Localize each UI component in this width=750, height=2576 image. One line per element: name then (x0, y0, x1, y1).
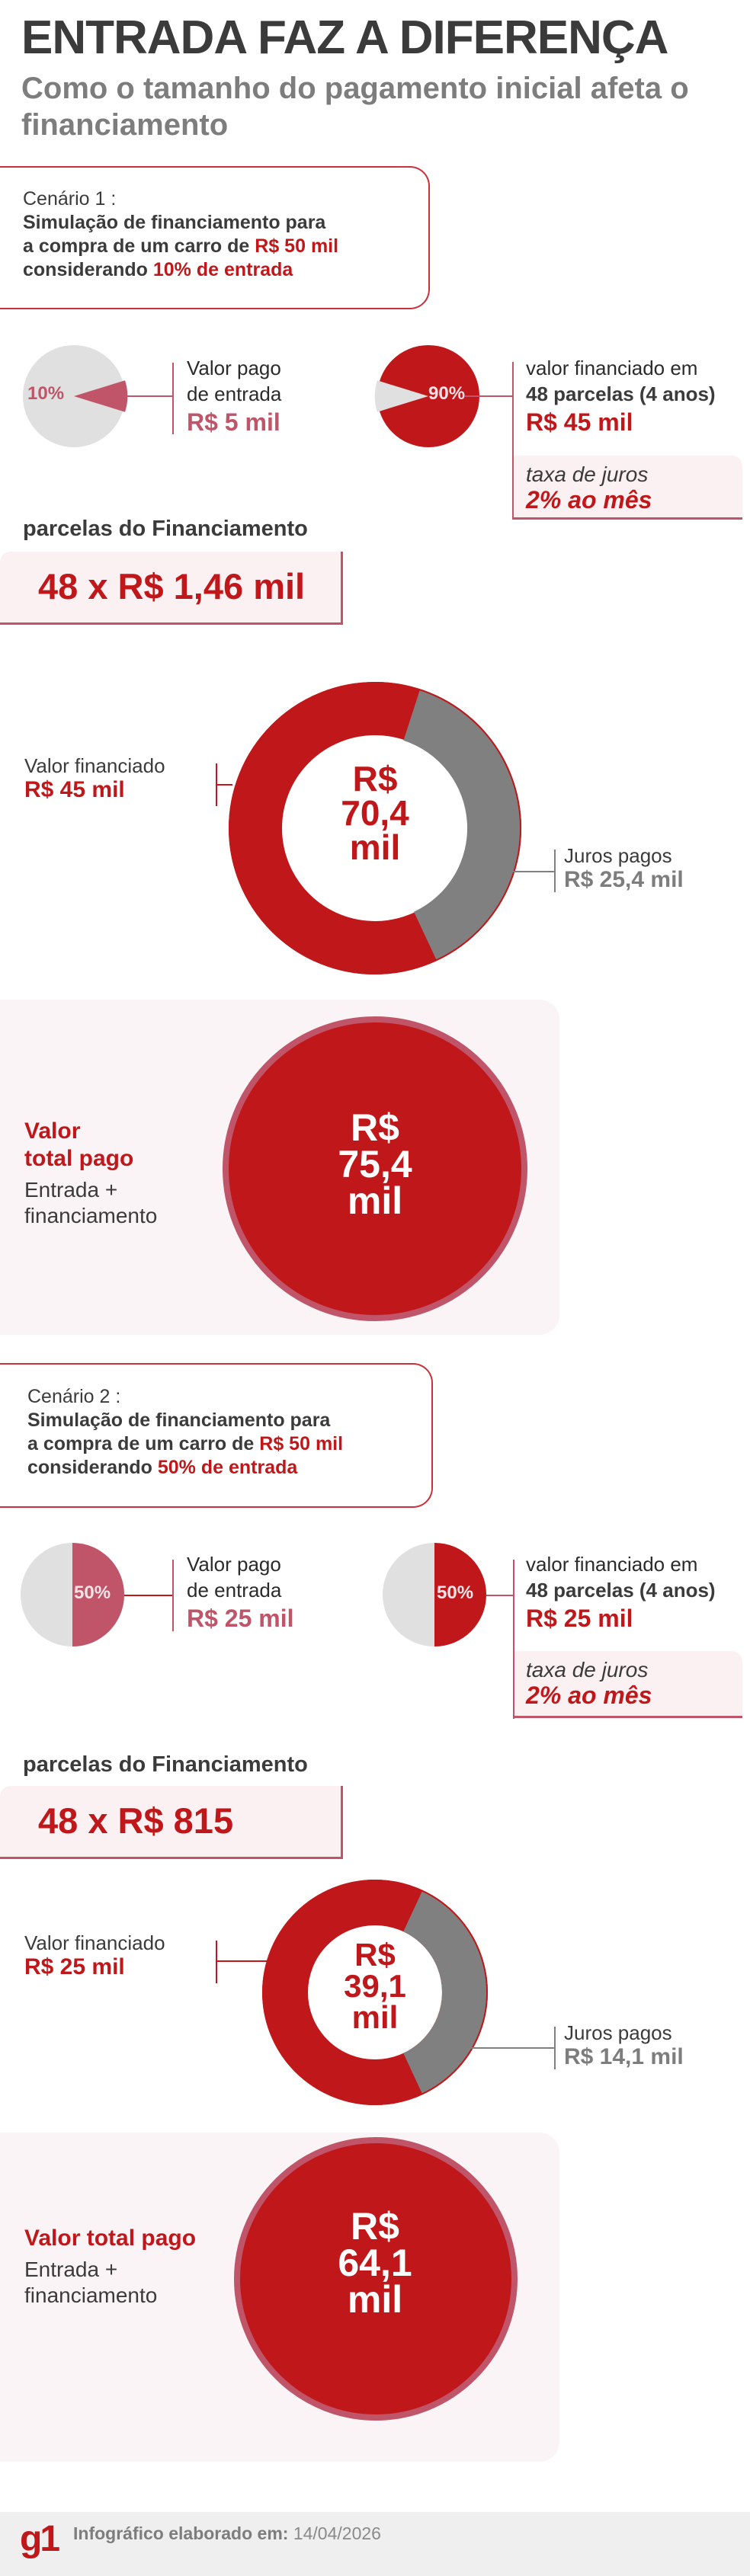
donut-2-right-legend: Juros pagos R$ 14,1 mil (564, 2021, 684, 2069)
leader-line (486, 1595, 514, 1596)
scenario-2-label: Cenário 2 : (27, 1386, 121, 1407)
financiado-pct-label: 90% (428, 383, 466, 404)
scenario-1-label: Cenário 1 : (23, 188, 117, 210)
page-title: ENTRADA FAZ A DIFERENÇA (21, 11, 668, 64)
leader-line (513, 871, 555, 872)
donut-chart-1 (229, 682, 522, 974)
installments-value: 48 x R$ 815 (38, 1800, 234, 1841)
page-subtitle: Como o tamanho do pagamento inicial afet… (21, 72, 689, 142)
financiado-pct-label: 50% (437, 1582, 474, 1603)
installments-label: parcelas do Financiamento (23, 1752, 308, 1777)
car-price: R$ 50 mil (255, 235, 339, 257)
interest-rate-box (514, 1651, 742, 1718)
leader-bar (172, 1560, 174, 1631)
scenario-1-line2: a compra de um carro de R$ 50 mil (23, 235, 339, 257)
leader-line (465, 395, 513, 397)
installments-label: parcelas do Financiamento (23, 517, 308, 541)
total-paid-value-1: R$ 75,4 mil (338, 1106, 412, 1222)
entrada-pie-chart-1 (23, 345, 128, 447)
installments-box (0, 552, 343, 625)
donut-chart-2 (262, 1880, 488, 2105)
total-paid-label-2: Valor total pago Entrada + financiamento (24, 2226, 197, 2307)
financiado-pie-chart-2 (383, 1543, 486, 1646)
donut-1-right-legend: Juros pagos R$ 25,4 mil (564, 844, 684, 892)
installments-value: 48 x R$ 1,46 mil (38, 566, 306, 606)
leader-line (216, 784, 232, 786)
financiado-legend: valor financiado em 48 parcelas (4 anos)… (526, 357, 716, 436)
footer-credit: Infográfico elaborado em: 14/04/2026 (73, 2523, 381, 2543)
entrada-pct-label: 50% (74, 1582, 111, 1603)
scenario-2-description: Cenário 2 : Simulação de financiamento p… (27, 1386, 344, 1478)
donut-1-left-legend: Valor financiado R$ 45 mil (24, 754, 165, 802)
down-payment-pct: 10% de entrada (152, 259, 293, 280)
g1-logo: g1 (20, 2519, 60, 2559)
financiado-pie-chart-1 (374, 345, 479, 447)
total-paid-value-2: R$ 64,1 mil (338, 2205, 412, 2321)
leader-line (216, 1960, 267, 1962)
interest-rate-box (514, 456, 742, 520)
leader-bar (513, 1560, 514, 1719)
leader-bar (512, 362, 514, 520)
scenario-1-box (0, 166, 430, 309)
footer (0, 2512, 750, 2576)
entrada-legend: Valor pago de entrada R$ 25 mil (187, 1553, 294, 1632)
leader-line (125, 395, 173, 397)
scenario-1-line1: Simulação de financiamento para (23, 212, 326, 233)
entrada-pct-label: 10% (27, 383, 65, 404)
interest-rate: taxa de juros 2% ao mês (526, 1658, 652, 1709)
entrada-pie-chart-2 (21, 1543, 124, 1646)
leader-bar (554, 2027, 556, 2069)
leader-line (471, 2047, 555, 2049)
down-payment-pct: 50% de entrada (157, 1457, 298, 1478)
donut-2-left-legend: Valor financiado R$ 25 mil (24, 1931, 165, 1979)
interest-rate: taxa de juros 2% ao mês (526, 462, 652, 514)
installments-box (0, 1786, 343, 1859)
leader-line (124, 1595, 173, 1596)
leader-bar (172, 363, 174, 434)
entrada-legend: Valor pago de entrada R$ 5 mil (187, 357, 282, 436)
scenario-1-description: Cenário 1 : Simulação de financiamento p… (23, 187, 338, 282)
leader-bar (554, 850, 556, 892)
financiado-value: R$ 45 mil (526, 408, 633, 436)
scenario-1-line3: considerando 10% de entrada (23, 259, 293, 280)
donut-1-total: R$ 70,4 mil (341, 759, 409, 868)
donut-2-total: R$ 39,1 mil (344, 1937, 406, 2036)
entrada-value: R$ 5 mil (187, 408, 280, 436)
total-paid-circle-2 (234, 2137, 518, 2421)
total-paid-label-1: Valor total pago Entrada + financiamento (24, 1118, 158, 1227)
scenario-2-box (0, 1363, 433, 1508)
car-price: R$ 50 mil (259, 1433, 344, 1454)
financiado-legend: valor financiado em 48 parcelas (4 anos)… (526, 1553, 716, 1632)
total-paid-circle-1 (223, 1016, 527, 1321)
footer-date: 14/04/2026 (293, 2523, 381, 2543)
leader-bar (216, 1941, 217, 1983)
